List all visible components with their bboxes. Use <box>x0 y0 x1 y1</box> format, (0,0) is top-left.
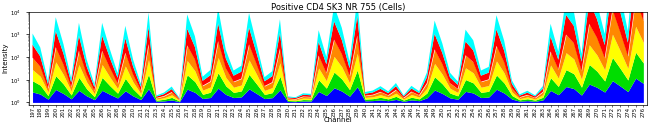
X-axis label: Channel: Channel <box>324 117 352 123</box>
Title: Positive CD4 SK3 NR 755 (Cells): Positive CD4 SK3 NR 755 (Cells) <box>271 3 405 12</box>
Y-axis label: Intensity: Intensity <box>3 43 9 73</box>
